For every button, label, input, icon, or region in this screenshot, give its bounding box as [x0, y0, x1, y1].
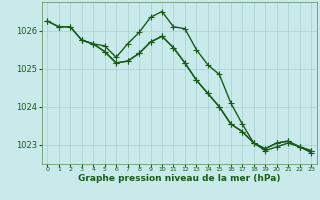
- X-axis label: Graphe pression niveau de la mer (hPa): Graphe pression niveau de la mer (hPa): [78, 174, 280, 183]
